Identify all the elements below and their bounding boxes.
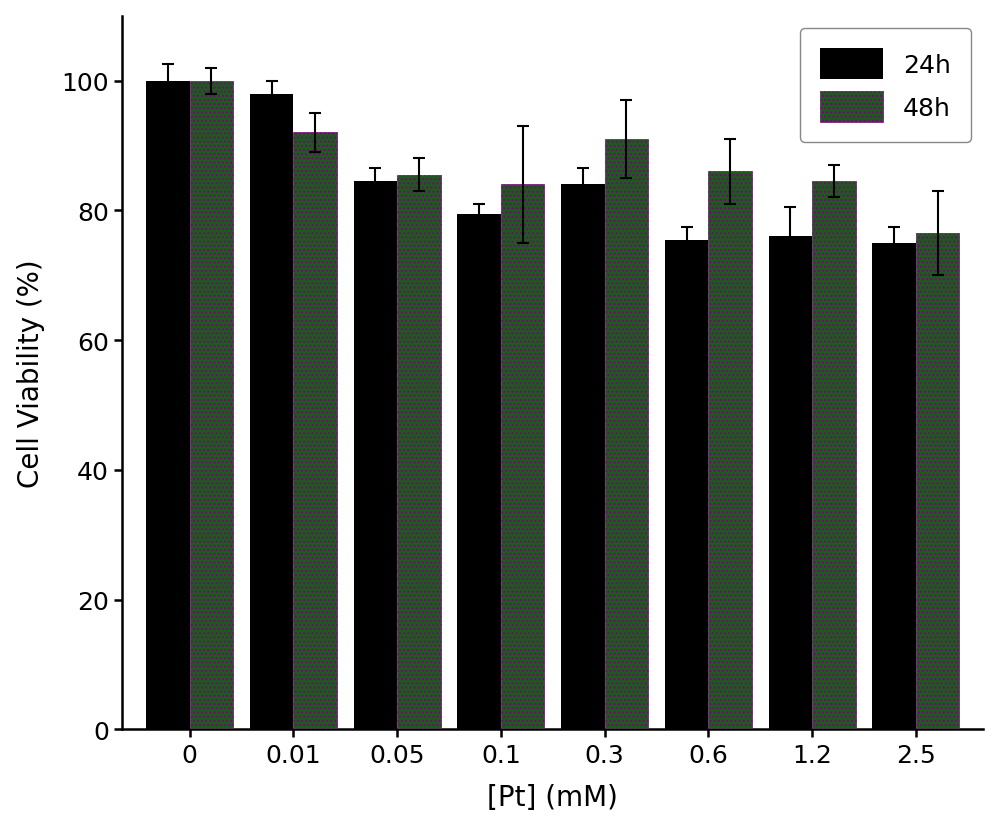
Bar (457, 214, 501, 729)
Bar (605, 140, 648, 729)
Bar (769, 237, 812, 729)
Bar (561, 185, 605, 729)
Bar (812, 182, 856, 729)
Bar (501, 185, 544, 729)
X-axis label: [Pt] (mM): [Pt] (mM) (487, 783, 618, 811)
Legend: 24h, 48h: 24h, 48h (800, 29, 971, 142)
Bar (250, 94, 293, 729)
Bar (872, 243, 916, 729)
Bar (354, 182, 397, 729)
Bar (665, 240, 708, 729)
Bar (916, 233, 959, 729)
Bar (190, 81, 233, 729)
Bar (708, 172, 752, 729)
Bar (397, 176, 441, 729)
Bar (146, 81, 190, 729)
Bar (293, 133, 337, 729)
Y-axis label: Cell Viability (%): Cell Viability (%) (17, 259, 45, 488)
